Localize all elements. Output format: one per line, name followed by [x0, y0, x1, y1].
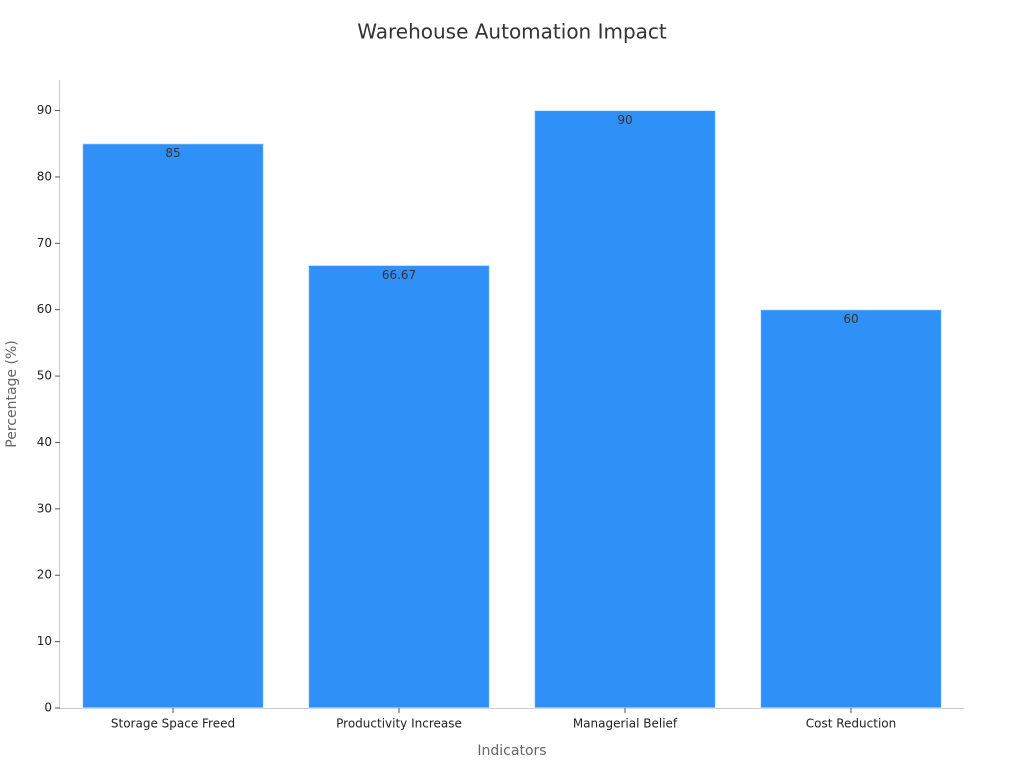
x-tick-label: Storage Space Freed — [111, 717, 235, 731]
value-label: 90 — [617, 113, 632, 127]
y-tick-label: 40 — [37, 435, 52, 449]
y-tick-label: 0 — [44, 701, 52, 715]
chart-title: Warehouse Automation Impact — [357, 20, 667, 44]
y-tick-label: 50 — [37, 369, 52, 383]
bar — [82, 143, 264, 709]
x-axis-title: Indicators — [477, 743, 546, 759]
bar — [760, 309, 942, 709]
y-tick-label: 60 — [37, 302, 52, 316]
y-tick-label: 10 — [37, 634, 52, 648]
bar — [308, 264, 490, 709]
x-tick-label: Productivity Increase — [336, 717, 462, 731]
value-label: 66.67 — [382, 268, 416, 282]
value-label: 60 — [843, 312, 858, 326]
x-tick-label: Managerial Belief — [573, 717, 678, 731]
y-tick-label: 80 — [37, 169, 52, 183]
y-axis-title: Percentage (%) — [4, 340, 20, 447]
bar — [534, 110, 716, 709]
y-tick-label: 70 — [37, 236, 52, 250]
value-label: 85 — [165, 146, 180, 160]
x-tick-label: Cost Reduction — [806, 717, 896, 731]
y-tick-label: 20 — [37, 568, 52, 582]
y-tick-label: 90 — [37, 103, 52, 117]
y-tick-label: 30 — [37, 501, 52, 515]
